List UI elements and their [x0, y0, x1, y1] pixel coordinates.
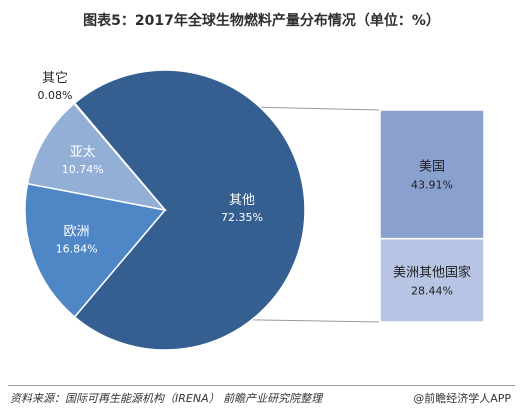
- brand-credit: @前瞻经济学人APP: [413, 392, 511, 405]
- slice-value-1: 16.84%: [56, 242, 98, 255]
- breakdown-label-0: 美国: [419, 159, 445, 174]
- slice-label-3: 其它: [42, 70, 68, 86]
- pie-slice-3: [73, 102, 166, 211]
- breakdown-segment-0: [379, 109, 485, 240]
- slice-label-2: 亚太: [70, 145, 96, 160]
- pie-slice-1: [24, 182, 167, 318]
- slice-value-0: 72.35%: [221, 211, 263, 224]
- breakdown-segment-1: [379, 237, 485, 323]
- pie-of-bar-chart: 其他 72.35% 欧洲 16.84% 亚太 10.74% 其它 0.08% 美国 43.91% 美…: [24, 69, 485, 351]
- pie-slices: [24, 69, 306, 351]
- pie-slice-2: [26, 102, 167, 212]
- slice-label-0: 其他: [229, 193, 255, 208]
- source-note: 资料来源：国际可再生能源机构（IRENA） 前瞻产业研究院整理: [10, 392, 323, 405]
- breakdown-bar: [379, 109, 485, 323]
- breakdown-label-1: 美洲其他国家: [393, 264, 471, 280]
- footer-divider: [8, 385, 515, 386]
- pie-slice-0: [73, 69, 306, 351]
- slice-value-2: 10.74%: [62, 163, 104, 176]
- chart-title: 图表5：2017年全球生物燃料产量分布情况（单位：%）: [83, 13, 440, 29]
- breakdown-value-0: 43.91%: [411, 178, 453, 191]
- data-labels: 其他 72.35% 欧洲 16.84% 亚太 10.74% 其它 0.08% 美国 43.91% 美…: [38, 70, 471, 297]
- slice-label-1: 欧洲: [64, 224, 90, 239]
- slice-value-3: 0.08%: [38, 89, 73, 102]
- breakdown-value-1: 28.44%: [411, 284, 453, 297]
